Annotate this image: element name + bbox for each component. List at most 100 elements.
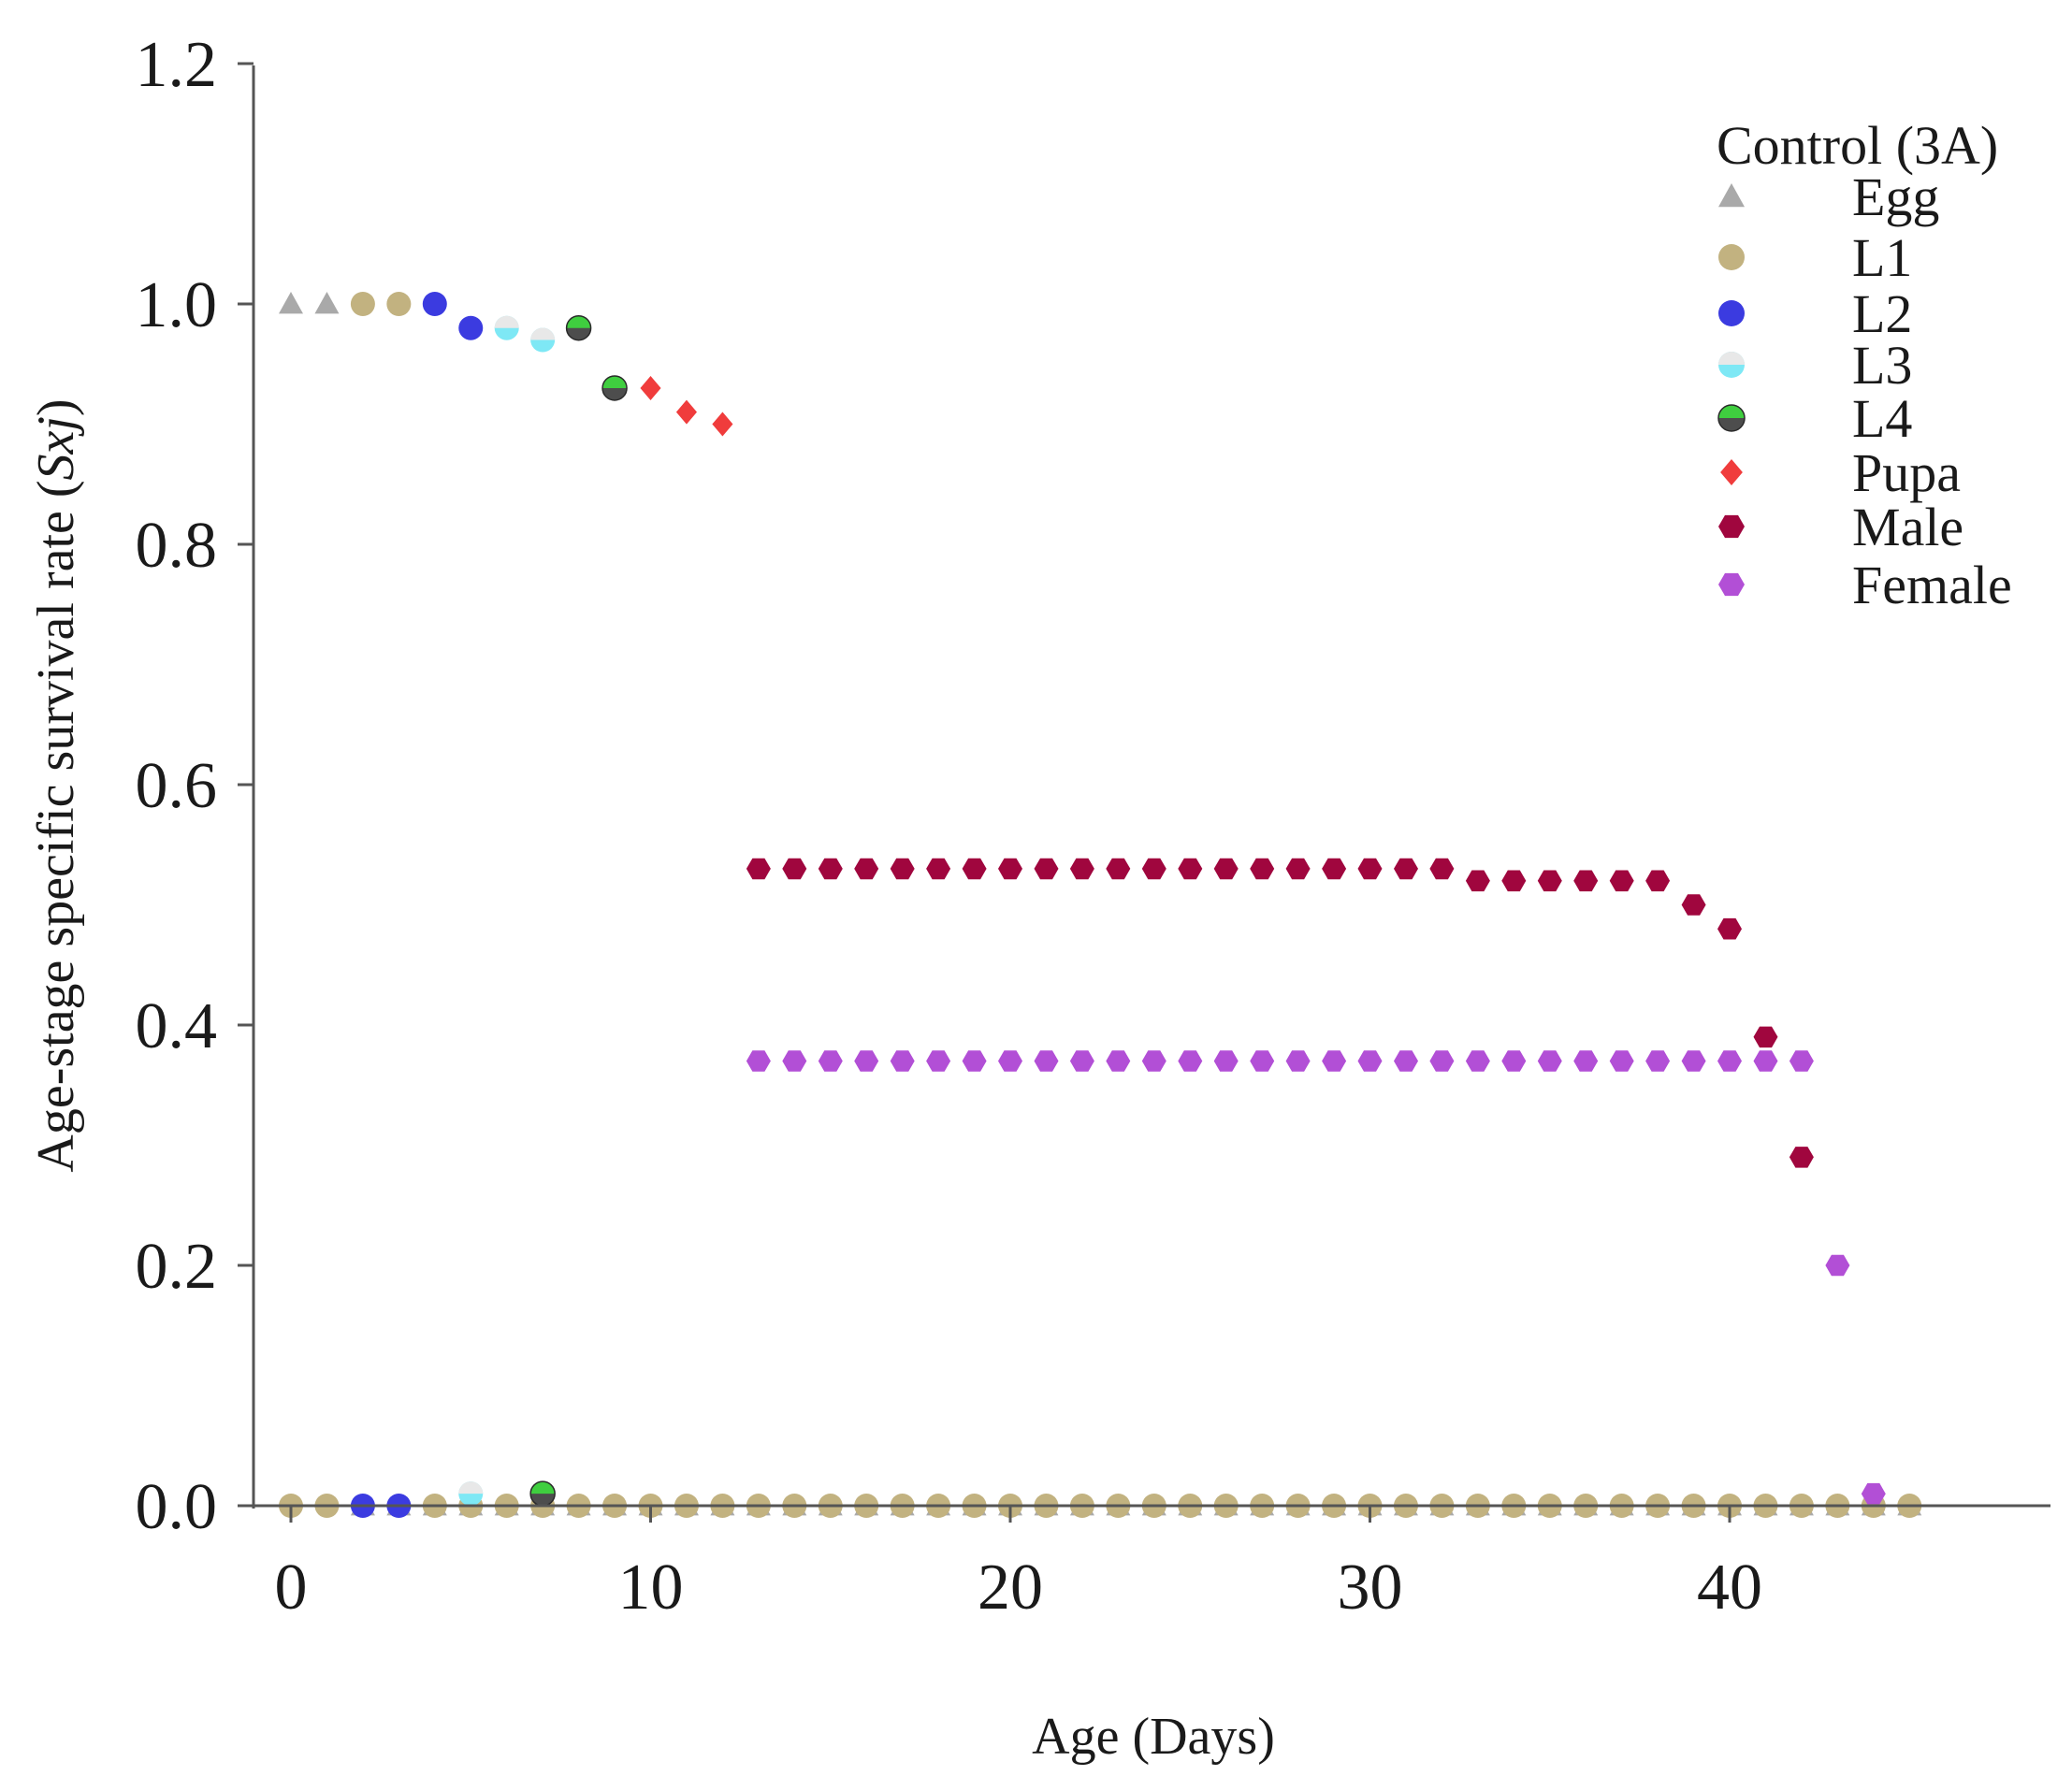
y-tick-label: 0.6: [136, 750, 218, 822]
legend-label-l4: L4: [1852, 388, 1912, 449]
data-point-female: [1681, 1050, 1706, 1072]
data-point-female: [1285, 1050, 1311, 1072]
data-point-pupa: [675, 399, 697, 425]
data-point-male: [1034, 858, 1059, 880]
legend-marker-pupa: [1720, 459, 1743, 485]
legend-marker-l4: [1717, 404, 1746, 432]
y-tick-label: 0.2: [136, 1231, 218, 1303]
data-point-female: [1250, 1050, 1275, 1072]
legend-marker-female: [1718, 572, 1745, 597]
axes: [249, 65, 2050, 1509]
data-point-male: [1394, 858, 1418, 880]
legend-label-l2: L2: [1852, 283, 1912, 344]
legend-marker-l1: [1718, 244, 1745, 270]
data-point-l2: [458, 315, 484, 340]
data-point-female: [1717, 1050, 1742, 1072]
data-point-male: [782, 858, 807, 880]
data-point-male: [1789, 1147, 1814, 1168]
data-point-male: [1753, 1026, 1778, 1048]
data-point-female: [1501, 1050, 1527, 1072]
data-point-male: [1285, 858, 1311, 880]
legend-marker-egg: [1718, 183, 1745, 208]
data-point-male: [1465, 870, 1490, 892]
data-point-l4: [565, 314, 592, 341]
data-point-female: [818, 1050, 843, 1072]
data-point-male: [890, 858, 915, 880]
data-point-female: [1753, 1050, 1778, 1072]
data-point-male: [926, 858, 951, 880]
data-point-female: [1394, 1050, 1418, 1072]
legend-label-female: Female: [1852, 555, 2012, 615]
data-point-male: [818, 858, 843, 880]
data-point-male: [1573, 870, 1599, 892]
data-point-pupa: [640, 375, 661, 400]
data-point-female: [1537, 1050, 1562, 1072]
data-point-male: [1141, 858, 1166, 880]
y-axis-title-close: ): [27, 398, 85, 416]
y-tick-label: 0.0: [136, 1471, 218, 1543]
y-axis-title-symbol: Sxj: [27, 416, 85, 480]
data-point-l3: [494, 315, 519, 340]
data-point-egg: [279, 292, 303, 314]
data-point-male: [1322, 858, 1347, 880]
legend-label-l3: L3: [1852, 335, 1912, 396]
y-axis-title-main: Age-stage specific survival rate (: [27, 480, 85, 1172]
plot-area: [279, 292, 1922, 1518]
data-point-female: [1573, 1050, 1599, 1072]
data-point-l4: [529, 1480, 556, 1507]
data-point-l3: [530, 327, 556, 353]
series-female: [746, 1050, 1886, 1505]
y-tick-label: 1.0: [136, 269, 218, 341]
legend-label-egg: Egg: [1852, 166, 1939, 227]
series-egg: [279, 292, 1922, 1516]
y-tick-label: 1.2: [136, 29, 218, 101]
tick-labels: 0.0 0.2 0.4 0.6 0.8 1.0 1.2 0 10 20 30 40: [136, 29, 1763, 1624]
series-l1: [279, 292, 1922, 1518]
data-point-male: [1357, 858, 1383, 880]
data-point-female: [1069, 1050, 1094, 1072]
data-point-female: [926, 1050, 951, 1072]
legend-label-l1: L1: [1852, 227, 1912, 288]
x-tick-label: 10: [618, 1552, 684, 1624]
legend-label-male: Male: [1852, 497, 1963, 557]
data-point-l1: [350, 292, 375, 316]
data-point-female: [854, 1050, 879, 1072]
data-point-male: [998, 858, 1022, 880]
data-point-female: [1861, 1482, 1886, 1505]
legend-marker-l3: [1718, 352, 1745, 378]
data-point-male: [1106, 858, 1131, 880]
data-point-male: [1645, 870, 1671, 892]
data-point-female: [1178, 1050, 1203, 1072]
series-pupa: [640, 375, 733, 437]
x-tick-label: 0: [275, 1552, 308, 1624]
data-point-female: [1034, 1050, 1059, 1072]
x-tick-label: 40: [1697, 1552, 1762, 1624]
data-point-female: [1465, 1050, 1490, 1072]
legend-marker-male: [1718, 514, 1745, 539]
y-tick-label: 0.4: [136, 990, 218, 1062]
data-point-female: [1106, 1050, 1131, 1072]
data-point-l4: [601, 375, 628, 401]
data-point-male: [1501, 870, 1527, 892]
data-point-female: [1141, 1050, 1166, 1072]
data-point-female: [1789, 1050, 1814, 1072]
data-point-male: [1250, 858, 1275, 880]
data-point-l1: [386, 292, 412, 316]
data-point-female: [782, 1050, 807, 1072]
data-point-female: [998, 1050, 1022, 1072]
x-tick-label: 30: [1338, 1552, 1403, 1624]
x-tick-label: 20: [978, 1552, 1043, 1624]
data-point-l3: [458, 1481, 484, 1507]
series-male: [746, 858, 1814, 1168]
data-point-male: [1681, 894, 1706, 916]
data-point-male: [746, 858, 771, 880]
data-point-male: [1178, 858, 1203, 880]
data-point-pupa: [712, 412, 733, 437]
data-point-male: [1537, 870, 1562, 892]
data-point-female: [962, 1050, 987, 1072]
series-l4: [529, 314, 628, 1507]
y-tick-label: 0.8: [136, 510, 218, 582]
legend-label-pupa: Pupa: [1852, 442, 1961, 503]
